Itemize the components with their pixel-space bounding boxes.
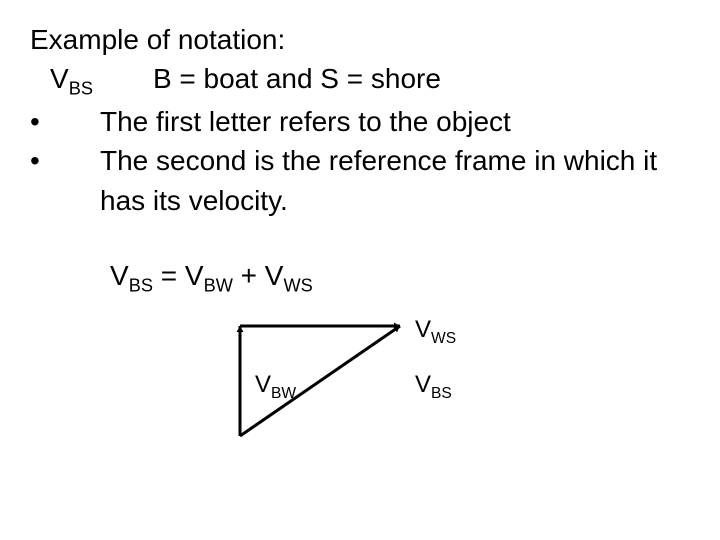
bullet-mark: • <box>30 102 100 141</box>
notation-explain: B = boat and S = shore <box>153 59 441 98</box>
bullet-text: The second is the reference frame in whi… <box>100 141 690 219</box>
vector-equation: VBS = VBW + VWS <box>110 260 690 297</box>
label-vbw: VBW <box>255 371 296 403</box>
bullet-2: • The second is the reference frame in w… <box>30 141 690 219</box>
bullet-1: • The first letter refers to the object <box>30 102 690 141</box>
notation-line: VBS B = boat and S = shore <box>30 59 690 102</box>
bullet-mark: • <box>30 141 100 180</box>
bullet-text: The first letter refers to the object <box>100 102 690 141</box>
title: Example of notation: <box>30 20 690 59</box>
triangle-svg <box>200 306 530 456</box>
vector-diagram: VBW VWS VBS <box>200 306 530 456</box>
label-vbs: VBS <box>415 371 452 403</box>
label-vws: VWS <box>415 316 456 348</box>
notation-symbol: VBS <box>50 59 93 102</box>
